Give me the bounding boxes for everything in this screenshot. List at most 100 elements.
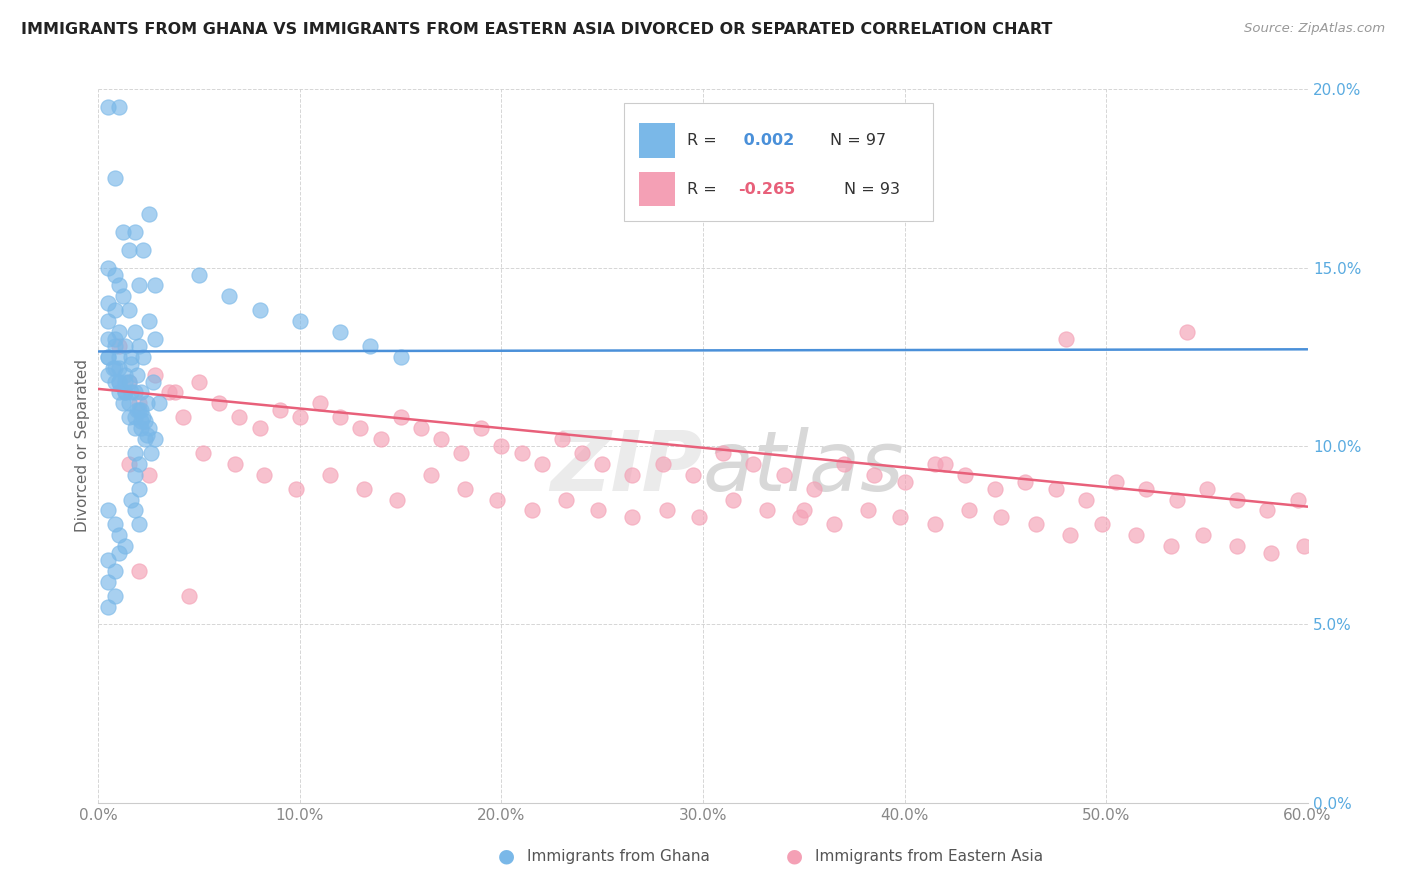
Point [97,350,120,364]
Point [132,410,155,425]
Point [111,225,134,239]
Point [385,492,408,507]
Point [103,268,125,282]
Point [107,325,129,339]
Point [249,303,271,318]
Point [1125,528,1147,542]
Point [128,517,150,532]
Point [823,517,845,532]
Point [97,574,120,589]
Point [132,243,155,257]
Point [114,339,136,353]
Point [103,360,125,375]
Point [135,396,157,410]
Point [128,457,150,471]
Point [107,360,129,375]
Point [793,503,815,517]
Point [120,385,142,400]
Point [107,385,129,400]
Point [124,325,146,339]
Point [188,268,211,282]
Point [1195,482,1218,496]
Point [924,517,946,532]
Point [124,446,146,460]
Point [120,492,142,507]
Point [858,503,880,517]
Text: 0.002: 0.002 [738,133,794,148]
Point [139,446,162,460]
FancyBboxPatch shape [624,103,932,221]
Point [107,375,129,389]
Point [124,385,146,400]
Point [124,225,146,239]
Point [1175,325,1198,339]
Point [103,171,125,186]
Point [1160,539,1182,553]
Text: R =: R = [688,133,723,148]
Point [1286,492,1309,507]
Point [530,457,553,471]
Point [97,503,120,517]
Point [188,375,211,389]
Point [118,457,141,471]
Point [742,457,765,471]
Point [107,546,129,560]
Point [193,446,215,460]
Point [389,410,412,425]
Point [114,375,136,389]
Point [1191,528,1213,542]
Point [224,457,246,471]
Point [409,421,432,435]
Point [1105,475,1128,489]
Point [269,403,291,417]
Point [288,314,311,328]
Point [863,467,886,482]
Point [1260,546,1282,560]
Point [420,467,443,482]
Point [111,396,134,410]
Point [990,510,1012,524]
Point [571,446,593,460]
Point [118,375,141,389]
Point [143,368,166,382]
Text: R =: R = [688,182,723,196]
Point [114,368,136,382]
Point [128,396,150,410]
Point [329,410,352,425]
Point [682,467,704,482]
Point [1045,482,1067,496]
Point [124,503,146,517]
Point [1025,517,1047,532]
Point [114,539,136,553]
Text: IMMIGRANTS FROM GHANA VS IMMIGRANTS FROM EASTERN ASIA DIVORCED OR SEPARATED CORR: IMMIGRANTS FROM GHANA VS IMMIGRANTS FROM… [21,22,1053,37]
Point [889,510,911,524]
Point [97,296,120,310]
Point [360,339,382,353]
Point [143,432,166,446]
Point [97,314,120,328]
Point [789,510,811,524]
Point [454,482,477,496]
Point [138,314,160,328]
Point [370,432,392,446]
Point [253,467,276,482]
Point [103,339,125,353]
Point [555,492,578,507]
Point [118,396,141,410]
Point [591,457,613,471]
Point [138,421,160,435]
Point [120,357,142,371]
Point [128,278,150,293]
Point [118,375,141,389]
Point [651,457,673,471]
Point [1256,503,1278,517]
Text: -0.265: -0.265 [738,182,796,196]
Point [97,368,120,382]
Text: ●: ● [786,847,803,866]
Point [284,482,307,496]
Point [125,403,148,417]
Point [128,339,150,353]
FancyBboxPatch shape [638,123,675,158]
Point [470,421,492,435]
Text: Immigrants from Ghana: Immigrants from Ghana [527,849,710,863]
